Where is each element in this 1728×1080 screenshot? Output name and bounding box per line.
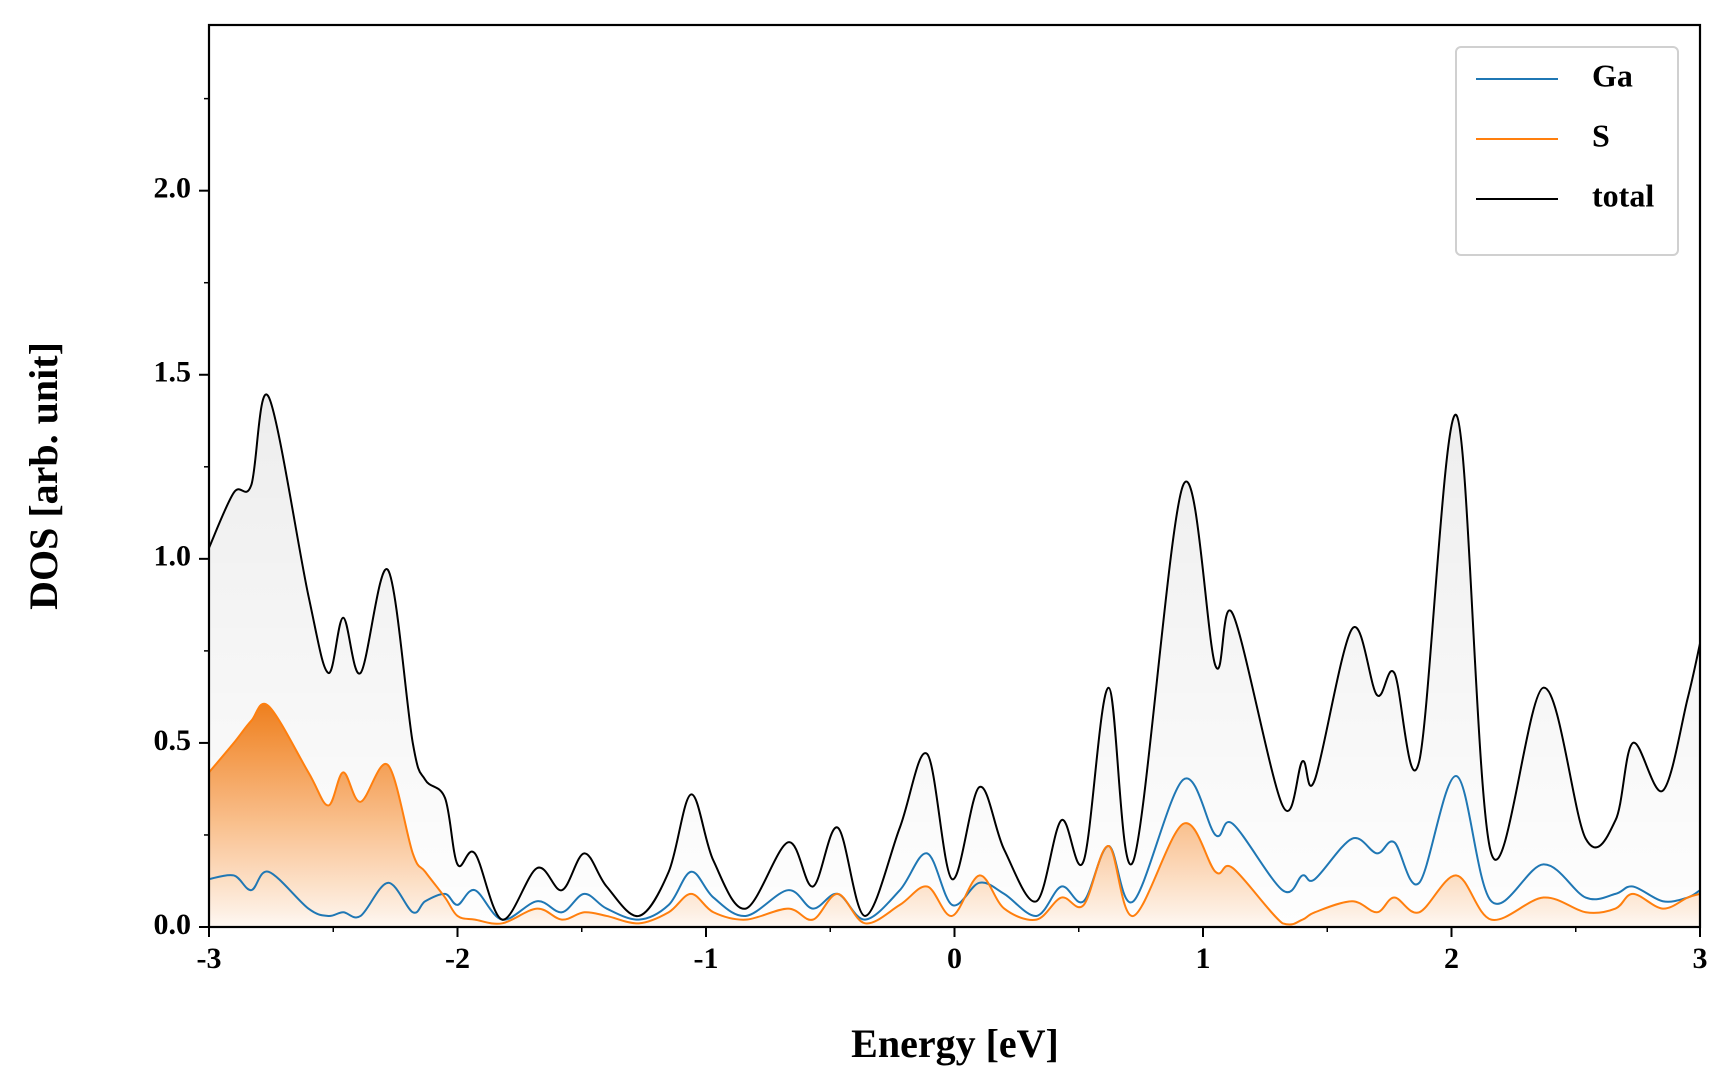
x-tick-label: 0	[947, 942, 962, 975]
x-tick-label: -2	[445, 942, 470, 975]
legend-box	[1455, 46, 1679, 256]
x-tick-label: 2	[1444, 942, 1459, 975]
x-tick-label: -1	[694, 942, 719, 975]
x-axis-title: Energy [eV]	[851, 1021, 1059, 1066]
x-tick-label: -3	[197, 942, 222, 975]
series-line	[209, 775, 1700, 921]
y-tick-label: 2.0	[154, 172, 192, 205]
y-tick-label: 0.5	[154, 724, 192, 757]
legend-label: S	[1592, 117, 1610, 153]
x-tick-label: 3	[1693, 942, 1708, 975]
legend-label: total	[1592, 177, 1654, 213]
x-tick-label: 1	[1196, 942, 1211, 975]
plot-area	[209, 393, 1700, 927]
area-fill	[209, 394, 1700, 927]
y-tick-label: 0.0	[154, 908, 192, 941]
y-tick-label: 1.0	[154, 540, 192, 573]
y-axis-title: DOS [arb. unit]	[21, 342, 66, 610]
series-line	[209, 702, 1700, 926]
y-tick-label: 1.5	[154, 356, 192, 389]
series-line	[209, 393, 1700, 921]
legend-label: Ga	[1592, 57, 1633, 93]
